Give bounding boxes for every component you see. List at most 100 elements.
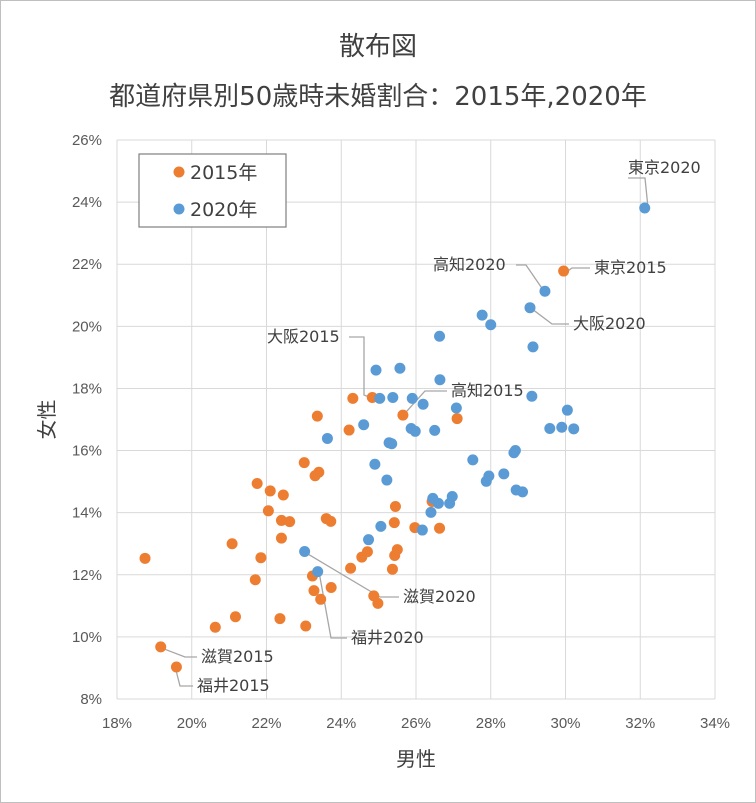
legend-label: 2020年 bbox=[190, 199, 257, 221]
point-2020 bbox=[568, 423, 580, 435]
point-2020 bbox=[409, 425, 421, 437]
y-tick-label: 14% bbox=[72, 505, 102, 522]
point-2020 bbox=[386, 438, 398, 450]
point-2015 bbox=[262, 505, 274, 517]
y-tick-label: 10% bbox=[72, 629, 102, 646]
point-2015 bbox=[275, 532, 287, 544]
y-axis-title: 女性 bbox=[35, 400, 59, 440]
annotation-label: 滋賀2020 bbox=[403, 587, 476, 606]
y-tick-label: 22% bbox=[72, 256, 102, 273]
annotation-label: 東京2015 bbox=[594, 258, 667, 277]
point-2015 bbox=[139, 552, 151, 564]
point-2015 bbox=[397, 409, 409, 421]
point-2015 bbox=[451, 413, 463, 425]
x-tick-label: 28% bbox=[476, 715, 506, 732]
point-2020 bbox=[416, 524, 428, 536]
point-2020 bbox=[498, 468, 510, 480]
point-2020 bbox=[539, 285, 551, 297]
point-2015 bbox=[251, 477, 263, 489]
annotation-label: 滋賀2015 bbox=[201, 647, 274, 666]
point-2015 bbox=[155, 641, 167, 653]
point-2020 bbox=[524, 302, 536, 314]
annotation-label: 高知2015 bbox=[451, 381, 524, 400]
chart-subtitle: 都道府県別50歳時未婚割合：2015年,2020年 bbox=[109, 82, 647, 112]
annotation-label: 大阪2020 bbox=[573, 314, 646, 333]
point-2020 bbox=[417, 398, 429, 410]
point-2020 bbox=[639, 202, 651, 214]
point-2015 bbox=[209, 621, 221, 633]
point-2020 bbox=[544, 423, 556, 435]
point-2020 bbox=[425, 506, 437, 518]
point-2020 bbox=[369, 458, 381, 470]
x-axis-title: 男性 bbox=[396, 747, 436, 771]
x-tick-label: 26% bbox=[401, 715, 431, 732]
point-2020 bbox=[483, 470, 495, 482]
point-2015 bbox=[361, 546, 373, 558]
point-2020 bbox=[429, 424, 441, 436]
point-2020 bbox=[381, 474, 393, 486]
y-tick-label: 8% bbox=[80, 691, 102, 708]
x-tick-label: 22% bbox=[251, 715, 281, 732]
y-tick-label: 16% bbox=[72, 443, 102, 460]
point-2020 bbox=[432, 497, 444, 509]
point-2015 bbox=[347, 392, 359, 404]
x-tick-label: 34% bbox=[700, 715, 730, 732]
annotation-label: 福井2015 bbox=[197, 676, 270, 695]
x-tick-label: 20% bbox=[177, 715, 207, 732]
point-2020 bbox=[517, 486, 529, 498]
annotation-leader-line bbox=[308, 553, 399, 598]
point-2015 bbox=[391, 544, 403, 556]
point-2015 bbox=[372, 597, 384, 609]
annotation-leader-line bbox=[405, 390, 447, 413]
point-2015 bbox=[229, 611, 241, 623]
point-2020 bbox=[446, 491, 458, 503]
point-2020 bbox=[526, 390, 538, 402]
point-2020 bbox=[358, 419, 370, 431]
point-2020 bbox=[467, 454, 479, 466]
annotation-label: 東京2020 bbox=[628, 158, 701, 177]
point-2015 bbox=[298, 457, 310, 469]
point-2015 bbox=[274, 613, 286, 625]
point-2020 bbox=[375, 520, 387, 532]
annotation-label: 高知2020 bbox=[433, 255, 506, 274]
point-2015 bbox=[226, 538, 238, 550]
point-2015 bbox=[389, 500, 401, 512]
point-2020 bbox=[394, 362, 406, 374]
annotation-leader-line bbox=[175, 671, 193, 687]
point-2015 bbox=[284, 516, 296, 528]
point-2015 bbox=[325, 582, 337, 594]
annotation-leader-line bbox=[516, 264, 543, 289]
point-2020 bbox=[387, 391, 399, 403]
y-tick-label: 24% bbox=[72, 194, 102, 211]
point-2020 bbox=[434, 374, 446, 386]
legend-marker bbox=[173, 166, 185, 178]
x-tick-label: 24% bbox=[326, 715, 356, 732]
annotation-label: 大阪2015 bbox=[267, 327, 340, 346]
chart-title: 散布図 bbox=[338, 32, 417, 62]
point-2015 bbox=[300, 620, 312, 632]
point-2015 bbox=[315, 593, 327, 605]
point-2015 bbox=[311, 410, 323, 422]
point-2020 bbox=[450, 402, 462, 414]
point-2020 bbox=[434, 330, 446, 342]
point-2015 bbox=[249, 574, 261, 586]
point-2020 bbox=[476, 309, 488, 321]
point-2015 bbox=[255, 552, 267, 564]
point-2020 bbox=[363, 534, 375, 546]
point-2020 bbox=[370, 364, 382, 376]
annotation-leader-line bbox=[567, 267, 590, 272]
point-2015 bbox=[345, 562, 357, 574]
point-2020 bbox=[374, 392, 386, 404]
annotation-leader-line bbox=[163, 648, 197, 658]
point-2015 bbox=[277, 489, 289, 501]
annotation-leader-line bbox=[532, 309, 569, 325]
legend-label: 2015年 bbox=[190, 162, 257, 184]
point-2020 bbox=[299, 545, 311, 557]
point-2015 bbox=[170, 661, 182, 673]
point-2015 bbox=[313, 466, 325, 478]
point-2020 bbox=[509, 445, 521, 457]
point-2015 bbox=[434, 522, 446, 534]
point-2015 bbox=[388, 517, 400, 529]
point-2020 bbox=[312, 566, 324, 578]
